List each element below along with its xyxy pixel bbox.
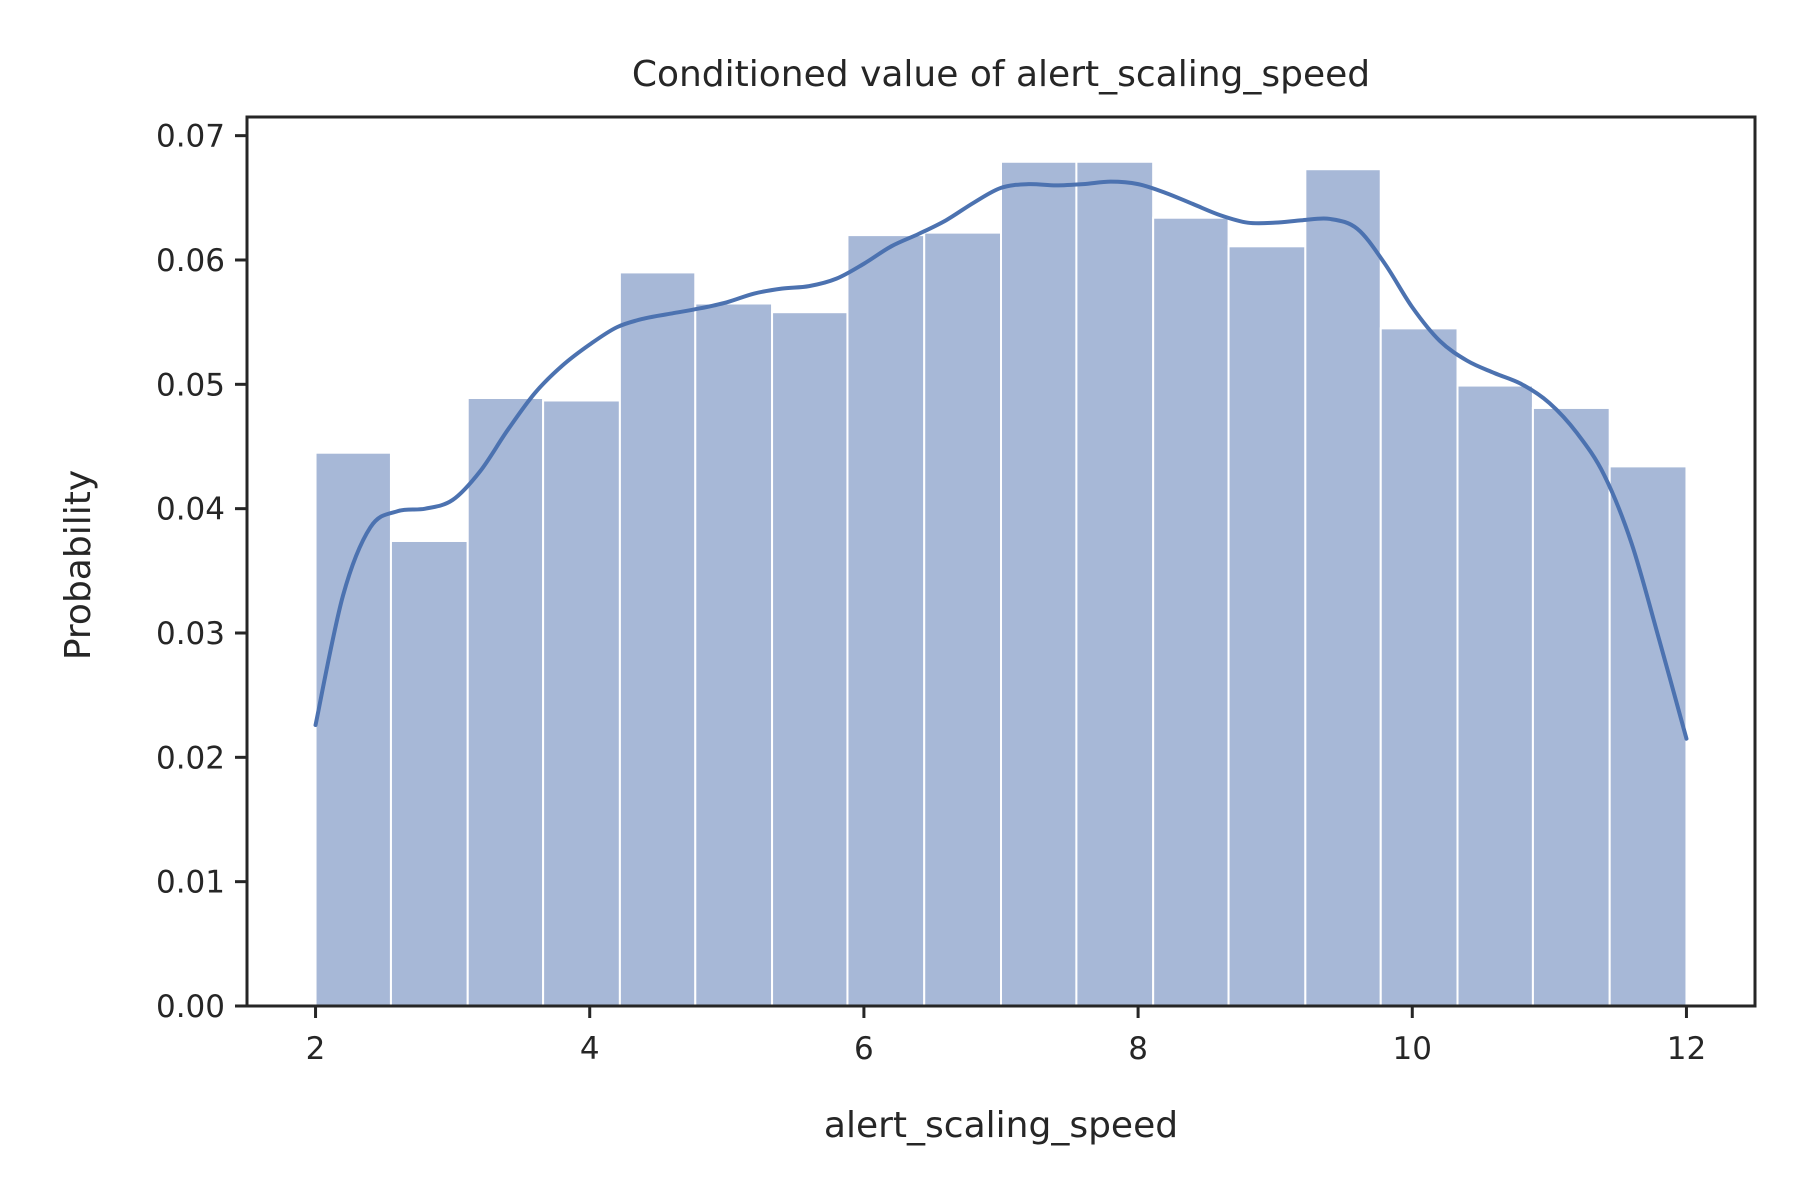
y-axis-label: Probability <box>58 470 99 660</box>
plot-frame <box>245 115 1757 1008</box>
x-tick-label: 2 <box>306 1031 326 1067</box>
histogram-bar <box>694 302 774 1008</box>
x-tick-label: 10 <box>1393 1031 1432 1067</box>
x-axis-ticks: 2 4 6 8 10 12 <box>306 1006 1706 1067</box>
kde-line <box>313 179 1689 741</box>
x-axis-label: alert_scaling_speed <box>824 1105 1178 1146</box>
histogram-bar <box>1379 327 1459 1008</box>
y-tick-label: 0.02 <box>156 740 225 776</box>
x-tick-label: 8 <box>1128 1031 1148 1067</box>
histogram-bar <box>1304 168 1382 1007</box>
histogram-bar <box>771 311 849 1008</box>
histogram-bar <box>1075 160 1155 1007</box>
x-tick-label: 6 <box>854 1031 874 1067</box>
histogram-bar <box>314 451 392 1007</box>
histogram-bar <box>466 396 545 1007</box>
kde-layer <box>313 179 1689 741</box>
x-tick-label: 12 <box>1667 1031 1706 1067</box>
histogram-bar <box>1152 216 1230 1007</box>
histogram-bar <box>1000 160 1078 1007</box>
histogram-bar <box>1531 406 1611 1008</box>
y-tick-label: 0.03 <box>156 616 225 652</box>
histogram-bar <box>389 539 469 1007</box>
histogram-bar <box>618 271 697 1008</box>
histogram-bar <box>1608 465 1688 1007</box>
histogram-bar <box>542 399 621 1008</box>
x-tick-label: 4 <box>580 1031 600 1067</box>
histogram-bars <box>314 160 1688 1008</box>
y-tick-label: 0.07 <box>156 119 225 155</box>
histogram-bar <box>1456 384 1534 1007</box>
y-tick-label: 0.05 <box>156 367 225 403</box>
y-tick-label: 0.01 <box>156 865 225 901</box>
histogram-bar <box>923 231 1002 1008</box>
chart-title: Conditioned value of alert_scaling_speed <box>632 54 1370 95</box>
histogram-bar <box>1227 245 1307 1008</box>
y-tick-label: 0.00 <box>156 989 225 1025</box>
histogram-bar <box>846 234 926 1007</box>
y-tick-label: 0.06 <box>156 243 225 279</box>
y-axis-ticks: 0.00 0.01 0.02 0.03 0.04 0.05 0.06 0.07 <box>156 119 247 1025</box>
y-tick-label: 0.04 <box>156 492 225 528</box>
